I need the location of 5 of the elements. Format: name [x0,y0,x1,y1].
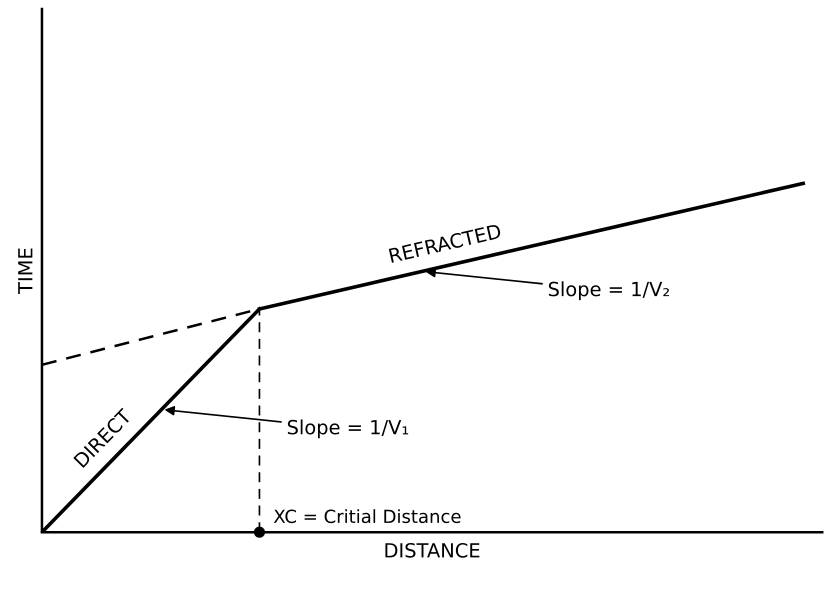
annotation: Slope = 1/V₁ [288,419,408,438]
x-axis-title: DISTANCE [385,542,480,558]
text: XC = Critial Distance [274,509,461,524]
y-axis-title: TIME [18,248,32,294]
annotation: Slope = 1/V₂ [548,281,669,300]
